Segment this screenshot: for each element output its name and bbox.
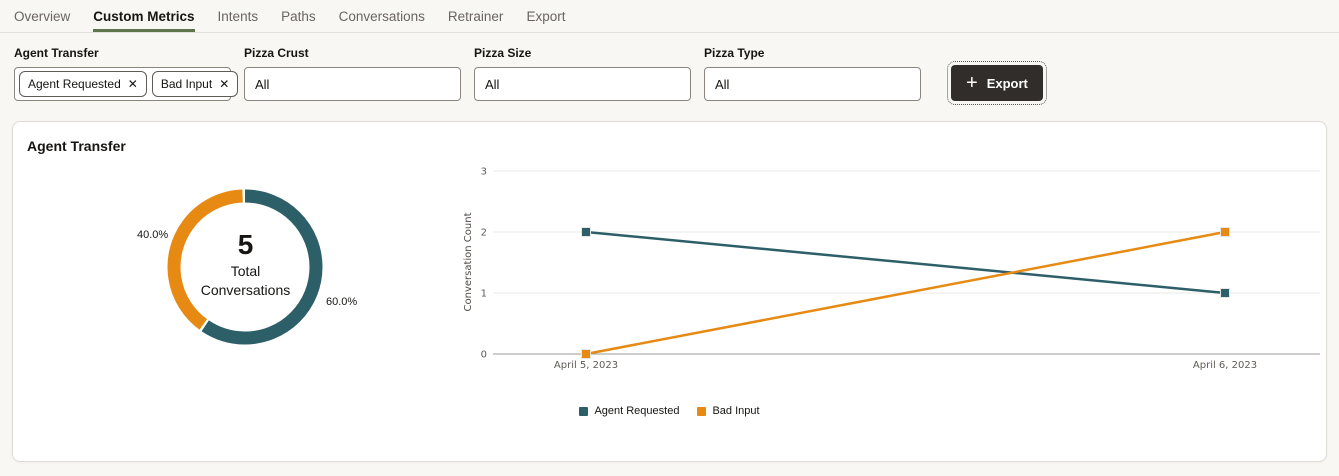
y-tick-label: 2 bbox=[481, 228, 487, 239]
chip-close-icon[interactable]: ✕ bbox=[219, 77, 230, 91]
agent-transfer-card: Agent Transfer 5 Total Conversations 40.… bbox=[12, 121, 1327, 462]
data-point-bad-input bbox=[1220, 227, 1230, 237]
chip-label: Agent Requested bbox=[28, 77, 121, 91]
tab-custom-metrics[interactable]: Custom Metrics bbox=[93, 0, 195, 32]
filter-label-pizza-size: Pizza Size bbox=[474, 46, 532, 60]
data-point-agent-requested bbox=[581, 227, 591, 237]
agent-transfer-select[interactable]: Agent Requested ✕ Bad Input ✕ bbox=[14, 67, 239, 101]
tab-intents[interactable]: Intents bbox=[217, 8, 259, 24]
y-tick-label: 1 bbox=[481, 289, 487, 300]
donut-pct-agent-requested: 60.0% bbox=[326, 296, 358, 308]
total-conversations-label: Total Conversations bbox=[200, 263, 291, 298]
legend-swatch-icon bbox=[697, 406, 707, 416]
tab-bar: Overview Custom Metrics Intents Paths Co… bbox=[0, 0, 1339, 33]
y-tick-label: 3 bbox=[481, 167, 487, 178]
filter-pizza-crust: Pizza Crust All bbox=[244, 46, 461, 101]
y-tick-label: 0 bbox=[481, 350, 487, 361]
filter-label-pizza-type: Pizza Type bbox=[704, 46, 765, 60]
tab-export[interactable]: Export bbox=[526, 8, 566, 24]
filter-label-agent-transfer: Agent Transfer bbox=[14, 46, 99, 60]
export-button-label: Export bbox=[986, 75, 1028, 91]
donut-chart bbox=[167, 189, 323, 345]
donut-pct-bad-input: 40.0% bbox=[137, 229, 169, 241]
donut-segment-agent-requested bbox=[167, 189, 323, 345]
tab-retrainer[interactable]: Retrainer bbox=[447, 8, 504, 24]
legend-label: Agent Requested bbox=[594, 405, 680, 417]
pizza-size-select[interactable]: All bbox=[474, 67, 691, 101]
data-point-bad-input bbox=[581, 349, 591, 359]
line-chart: 3 2 1 0 Conversation Count April 5, 2023 April… bbox=[463, 167, 1320, 371]
filter-pizza-type: Pizza Type All bbox=[704, 46, 921, 101]
plus-icon: + bbox=[966, 72, 978, 94]
x-tick-label: April 6, 2023 bbox=[1193, 360, 1257, 371]
pizza-crust-select[interactable]: All bbox=[244, 67, 461, 101]
export-button[interactable]: + Export bbox=[947, 61, 1047, 105]
total-conversations-value: 5 bbox=[237, 229, 254, 260]
chip-bad-input[interactable]: Bad Input ✕ bbox=[151, 71, 239, 97]
tab-conversations[interactable]: Conversations bbox=[338, 8, 425, 24]
card-title: Agent Transfer bbox=[27, 138, 126, 154]
chart-legend: Agent Requested Bad Input bbox=[13, 405, 1326, 417]
filter-pizza-size: Pizza Size All bbox=[474, 46, 691, 101]
y-axis-title: Conversation Count bbox=[463, 212, 474, 311]
legend-label: Bad Input bbox=[712, 405, 760, 417]
tab-overview[interactable]: Overview bbox=[14, 8, 71, 24]
data-point-agent-requested bbox=[1220, 288, 1230, 298]
chip-label: Bad Input bbox=[160, 77, 213, 91]
series-line-bad-input bbox=[585, 230, 1226, 356]
tab-paths[interactable]: Paths bbox=[281, 8, 316, 24]
filter-label-pizza-crust: Pizza Crust bbox=[244, 46, 309, 60]
legend-swatch-icon bbox=[579, 406, 589, 416]
pizza-type-select[interactable]: All bbox=[704, 67, 921, 101]
donut-center: 5 Total Conversations bbox=[180, 230, 311, 300]
x-tick-label: April 5, 2023 bbox=[554, 360, 618, 371]
chip-close-icon[interactable]: ✕ bbox=[127, 77, 138, 91]
legend-item-agent-requested: Agent Requested bbox=[579, 405, 679, 417]
series-line-agent-requested bbox=[585, 230, 1226, 295]
donut-segment-bad-input bbox=[167, 189, 323, 345]
legend-item-bad-input: Bad Input bbox=[697, 405, 760, 417]
filter-row: Agent Transfer Agent Requested ✕ Bad Inp… bbox=[14, 46, 1339, 105]
chip-agent-requested[interactable]: Agent Requested ✕ bbox=[19, 71, 147, 97]
filter-agent-transfer: Agent Transfer Agent Requested ✕ Bad Inp… bbox=[14, 46, 239, 101]
